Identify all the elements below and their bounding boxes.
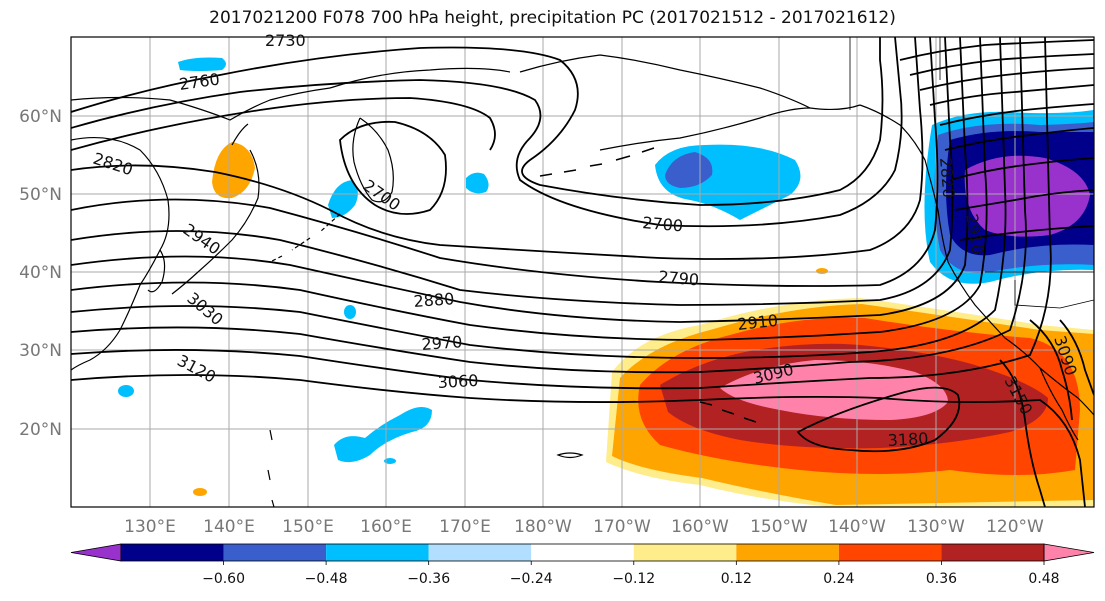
lon-label: 130°E [124,517,176,537]
precip-blob-pos-japan [212,142,255,199]
map-frame [70,36,1095,508]
precip-blob-pos-small2 [816,268,828,274]
colorbar-box [326,544,429,561]
lat-label: 20°N [19,420,62,440]
colorbar-box [428,544,532,561]
precip-blob-neg-kamchatka [328,180,358,218]
contour-label: 2970 [421,332,463,354]
colorbar-box [531,544,634,561]
coastlines [71,37,1094,507]
colorbar-box [838,544,942,561]
map-title: 2017021200 F078 700 hPa height, precipit… [209,8,896,28]
precip-blob-neg-small3 [384,458,396,464]
contour-label: 2730 [265,31,306,50]
colorbar-box [736,544,839,561]
precip-blob-pos-small1 [193,488,207,496]
colorbar-tick-label: 0.36 [926,571,957,587]
lon-label: 170°E [439,517,491,537]
precip-blob-neg-small2 [118,385,134,397]
lon-label: 120°W [986,517,1044,537]
contour-label: 2700 [642,213,684,235]
colorbar-tick-label: 0.48 [1028,571,1059,587]
colorbar-tick-label: 0.24 [823,571,854,587]
colorbar-extend-high [1043,543,1095,562]
lon-label: 160°W [671,517,729,537]
colorbar-extend-low [70,543,122,562]
colorbar-box [941,544,1044,561]
contour-label: 3180 [887,429,929,450]
colorbar-tick-label: −0.24 [510,571,553,587]
map-content [71,37,1094,507]
precip-blob-neg-small1 [344,305,356,319]
lon-label: 150°W [750,517,808,537]
lat-label: 60°N [19,107,62,127]
colorbar-box [223,544,327,561]
colorbar-box [633,544,737,561]
lon-label: 140°W [828,517,886,537]
lon-label: 180°W [514,517,572,537]
contour-label: 2880 [413,289,455,311]
colorbar: −0.60 −0.48 −0.36 −0.24 −0.12 0.12 0.24 0.36 0.4… [70,543,1095,587]
height-contours [71,37,1094,507]
contour-label: 2910 [736,311,778,334]
precip-region-neg-060 [964,155,1090,237]
colorbar-tick-label: −0.60 [202,571,245,587]
lat-label: 40°N [19,263,62,283]
lon-label: 150°E [282,517,334,537]
colorbar-tick-label: −0.48 [305,571,348,587]
lon-label: 140°E [203,517,255,537]
colorbar-outline [120,543,1045,562]
precip-blob-neg-alaska-core [665,152,713,188]
lon-label: 170°W [593,517,651,537]
latitude-labels: 60°N 50°N 40°N 30°N 20°N [19,107,62,440]
colorbar-tick-label: 0.12 [721,571,752,587]
contour-label: 3060 [437,371,479,392]
precip-blob-neg-okhotsk [178,57,226,71]
precip-blob-neg-aleutian [466,172,489,194]
contour-label: 2820 [936,157,958,199]
precip-region-pos-060 [720,360,948,420]
gridlines [71,37,1094,507]
colorbar-tick-label: −0.36 [407,571,450,587]
contour-label: 2790 [658,267,700,289]
lat-label: 30°N [19,341,62,361]
precip-blob-neg-hawaii-w [334,406,432,463]
lat-label: 50°N [19,185,62,205]
lon-label: 130°W [907,517,965,537]
longitude-labels: 130°E 140°E 150°E 160°E 170°E 180°W 170°… [124,517,1044,537]
colorbar-box [121,544,224,561]
lon-label: 160°E [360,517,412,537]
colorbar-tick-label: −0.12 [612,571,655,587]
